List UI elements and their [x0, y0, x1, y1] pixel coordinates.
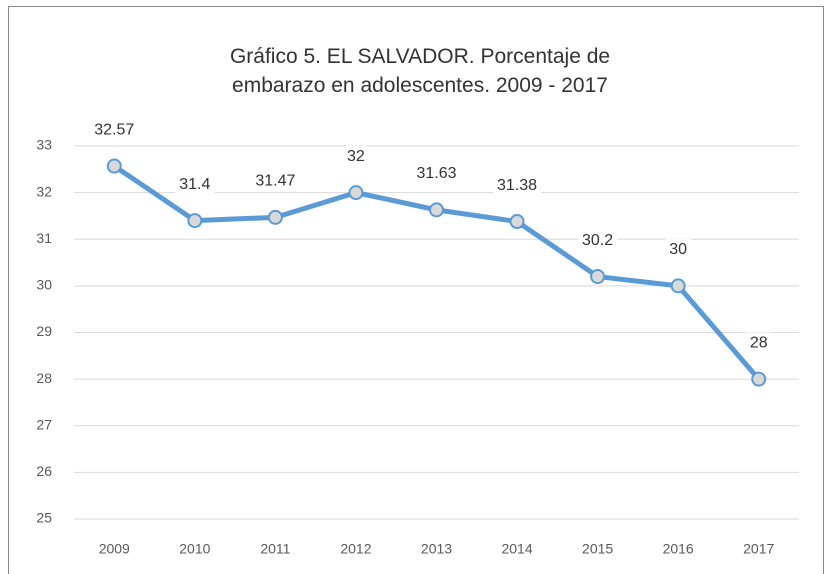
x-tick-label: 2012 — [340, 541, 371, 557]
data-label-bg — [175, 173, 215, 195]
y-tick-label: 25 — [36, 510, 52, 526]
data-label-bg — [90, 119, 139, 141]
data-label: 31.38 — [497, 177, 537, 194]
chart-frame — [8, 6, 824, 574]
x-tick-label: 2017 — [743, 541, 774, 557]
data-label-bg — [251, 170, 300, 192]
data-point — [348, 185, 364, 201]
y-tick-label: 30 — [36, 277, 52, 293]
data-point — [670, 278, 686, 294]
x-tick-label: 2015 — [582, 541, 613, 557]
y-tick-label: 29 — [36, 323, 52, 339]
data-label-bg — [665, 239, 692, 261]
series-line — [112, 163, 761, 381]
x-tick-label: 2011 — [260, 541, 290, 557]
x-tick-label: 2009 — [99, 541, 130, 557]
data-label-bg — [493, 174, 542, 196]
x-tick-label: 2014 — [501, 541, 532, 557]
y-tick-label: 27 — [36, 416, 52, 432]
data-label: 28 — [750, 334, 768, 351]
y-tick-label: 26 — [36, 463, 52, 479]
x-tick-label: 2016 — [663, 541, 694, 557]
y-tick-label: 28 — [36, 370, 52, 386]
y-tick-label: 31 — [36, 230, 52, 246]
x-tick-label: 2010 — [179, 541, 210, 557]
data-point — [751, 371, 767, 387]
data-label-bg — [578, 229, 618, 251]
chart-title: Gráfico 5. EL SALVADOR. Porcentaje de em… — [229, 45, 611, 97]
data-point — [187, 213, 203, 229]
y-tick-label: 33 — [36, 137, 52, 153]
data-label: 30.2 — [582, 232, 613, 249]
data-point — [429, 202, 444, 218]
x-tick-label: 2013 — [421, 541, 452, 557]
data-point — [267, 209, 283, 225]
data-label: 31.4 — [179, 176, 210, 193]
data-point — [590, 269, 606, 285]
y-tick-label: 32 — [36, 183, 52, 199]
data-label-bg — [745, 332, 772, 354]
data-label-bg — [343, 145, 369, 167]
data-label: 32.57 — [94, 121, 134, 138]
data-label: 31.47 — [255, 173, 295, 190]
data-point — [106, 158, 122, 174]
data-label: 30 — [669, 241, 687, 258]
data-label-bg — [412, 163, 461, 185]
data-label: 32 — [347, 148, 365, 165]
data-point — [509, 214, 525, 230]
data-label: 31.63 — [416, 165, 456, 182]
